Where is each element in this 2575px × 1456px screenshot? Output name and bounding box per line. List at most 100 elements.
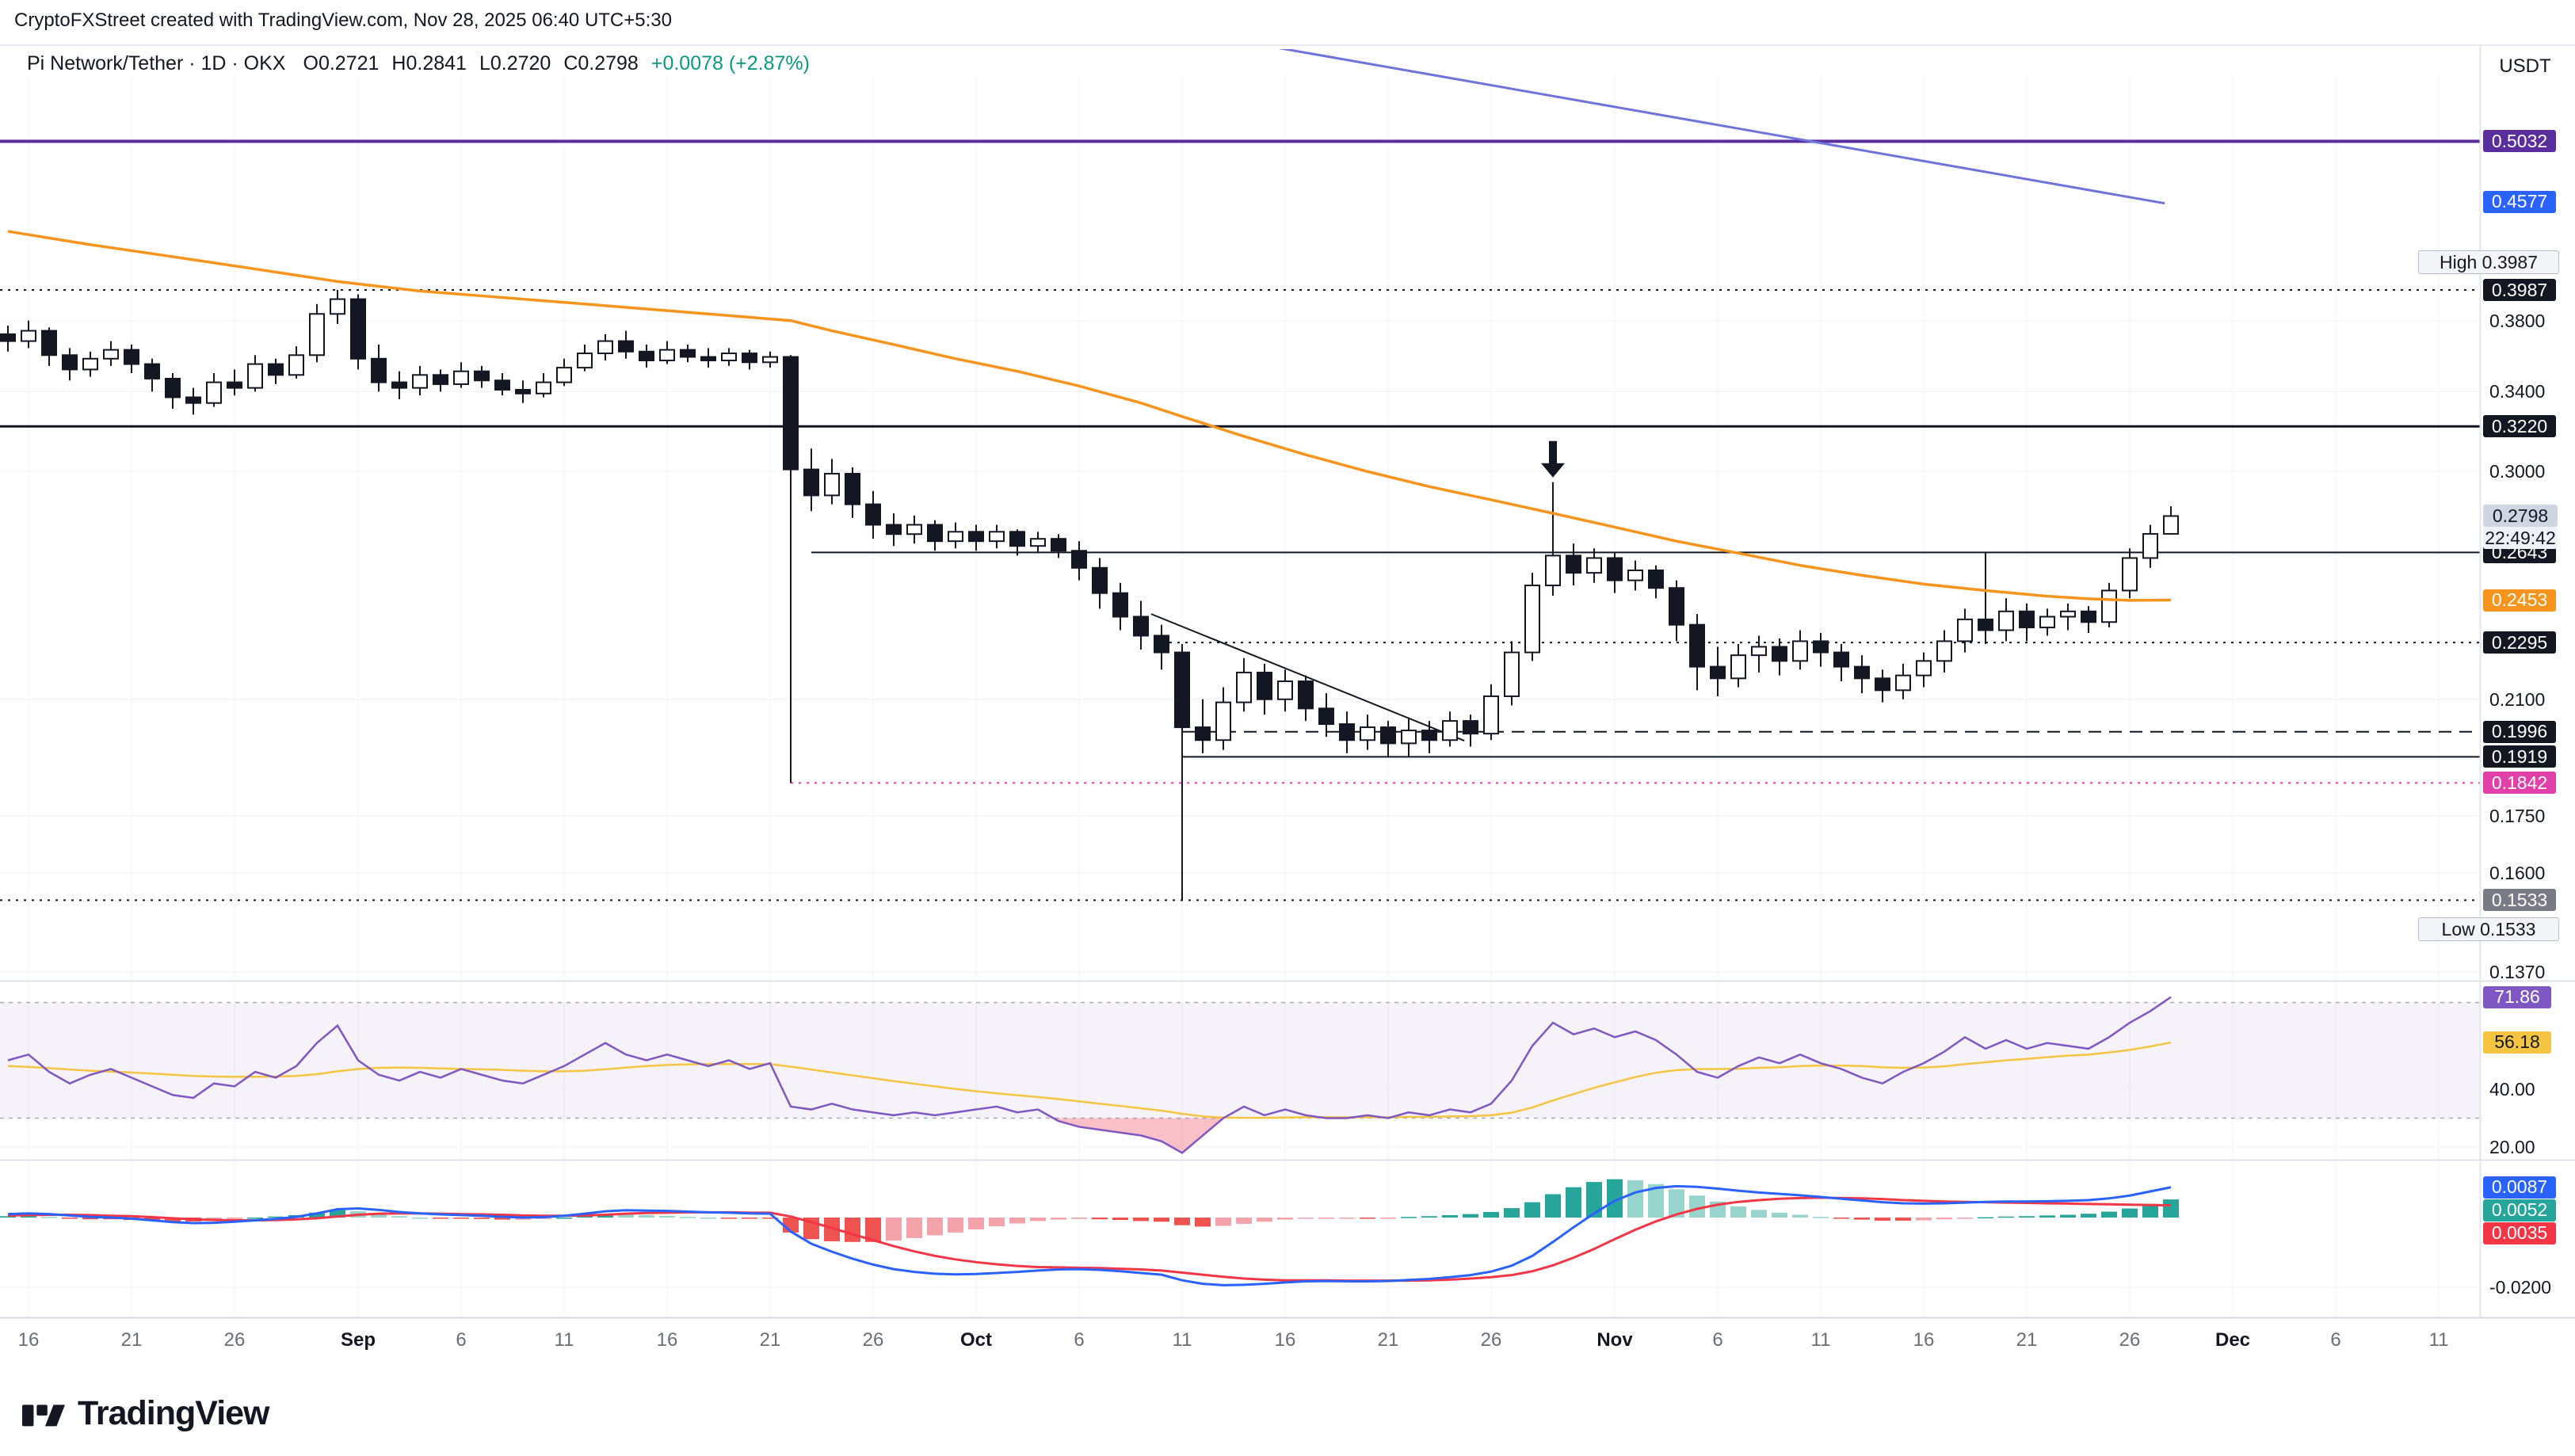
chart-canvas[interactable] bbox=[0, 0, 2575, 1323]
tradingview-logo[interactable]: TradingView bbox=[22, 1394, 269, 1433]
time-axis-label: Sep bbox=[340, 1329, 376, 1351]
trendline[interactable] bbox=[1244, 42, 2165, 205]
candle bbox=[2060, 610, 2076, 618]
candle bbox=[165, 377, 181, 398]
candle bbox=[309, 313, 325, 356]
time-axis-label: 26 bbox=[223, 1329, 246, 1351]
candle bbox=[0, 333, 16, 342]
macd-histogram-bar bbox=[1689, 1195, 1705, 1218]
macd-histogram-bar bbox=[1998, 1216, 2014, 1218]
quote-currency-label: USDT bbox=[2499, 55, 2551, 77]
macd-histogram-bar bbox=[453, 1218, 469, 1219]
macd-histogram-bar bbox=[1030, 1218, 1046, 1222]
time-axis-label: 6 bbox=[1712, 1329, 1723, 1351]
candle bbox=[474, 370, 490, 382]
time-axis-label: 26 bbox=[2119, 1329, 2141, 1351]
candle bbox=[1875, 677, 1890, 692]
candle bbox=[1112, 592, 1128, 618]
macd-histogram-bar bbox=[1071, 1218, 1087, 1219]
candle bbox=[1421, 730, 1437, 741]
candle bbox=[721, 353, 737, 362]
candle bbox=[1318, 707, 1334, 726]
candle bbox=[1215, 701, 1231, 741]
macd-histogram-bar bbox=[2081, 1214, 2096, 1218]
time-axis-label: 16 bbox=[656, 1329, 678, 1351]
macd-histogram-bar bbox=[886, 1218, 902, 1241]
candle bbox=[185, 396, 201, 404]
candle bbox=[536, 381, 551, 394]
time-axis-label: 21 bbox=[120, 1329, 143, 1351]
candle bbox=[1978, 618, 1993, 631]
macd-histogram-bar bbox=[948, 1218, 963, 1233]
macd-histogram-bar bbox=[1092, 1218, 1108, 1220]
macd-histogram-bar bbox=[989, 1218, 1005, 1226]
candle bbox=[1648, 569, 1664, 589]
candle bbox=[1689, 623, 1705, 668]
candle bbox=[762, 356, 778, 364]
macd-histogram-bar bbox=[1154, 1218, 1169, 1222]
macd-histogram-bar bbox=[618, 1214, 634, 1218]
macd-histogram-bar bbox=[2163, 1199, 2179, 1218]
symbol-title[interactable]: Pi Network/Tether · 1D · OKX bbox=[27, 52, 286, 74]
macd-histogram-bar bbox=[1298, 1218, 1314, 1219]
macd-histogram-bar bbox=[1545, 1194, 1561, 1218]
candle bbox=[1360, 726, 1375, 741]
candle bbox=[803, 468, 819, 497]
macd-histogram-bar bbox=[21, 1215, 36, 1218]
candle bbox=[556, 367, 572, 383]
candle bbox=[1730, 654, 1746, 680]
macd-histogram-bar bbox=[144, 1218, 160, 1221]
candle bbox=[1813, 640, 1829, 654]
rsi-pane bbox=[0, 996, 2480, 1154]
macd-histogram-bar bbox=[165, 1218, 181, 1222]
candle bbox=[845, 472, 860, 505]
time-axis-label: 26 bbox=[862, 1329, 884, 1351]
candle bbox=[2019, 610, 2035, 629]
time-axis-label: 16 bbox=[1913, 1329, 1935, 1351]
time-axis-label: 16 bbox=[17, 1329, 40, 1351]
macd-signal-line bbox=[7, 1196, 2172, 1283]
macd-histogram-bar bbox=[639, 1214, 654, 1218]
macd-histogram-bar bbox=[1751, 1210, 1767, 1218]
candle bbox=[824, 472, 840, 497]
macd-histogram-bar bbox=[1463, 1214, 1478, 1218]
macd-histogram-bar bbox=[1730, 1206, 1746, 1218]
candle bbox=[1236, 671, 1252, 703]
macd-histogram-bar bbox=[1442, 1214, 1458, 1218]
down-arrow-annotation bbox=[1541, 440, 1565, 478]
macd-histogram-bar bbox=[1648, 1183, 1664, 1218]
candle bbox=[1051, 538, 1066, 552]
macd-histogram-bar bbox=[1401, 1217, 1417, 1218]
macd-histogram-bar bbox=[824, 1218, 840, 1241]
macd-histogram-bar bbox=[556, 1218, 572, 1219]
macd-histogram-bar bbox=[1792, 1214, 1808, 1218]
macd-histogram-bar bbox=[2122, 1208, 2138, 1218]
ohlc-open-label: O bbox=[303, 52, 319, 74]
candle bbox=[1833, 651, 1849, 668]
macd-histogram-bar bbox=[1215, 1218, 1231, 1226]
time-axis-label: 11 bbox=[554, 1329, 574, 1351]
time-axis-label: 6 bbox=[1074, 1329, 1085, 1351]
macd-histogram-bar bbox=[247, 1218, 263, 1219]
trendline[interactable] bbox=[1150, 613, 1465, 742]
symbol-bar[interactable]: Pi Network/Tether · 1D · OKX O0.2721 H0.28… bbox=[27, 52, 810, 75]
macd-histogram-bar bbox=[1236, 1218, 1252, 1224]
time-axis-label: Nov bbox=[1596, 1329, 1633, 1351]
macd-line bbox=[7, 1184, 2172, 1286]
candle bbox=[227, 381, 242, 389]
candle bbox=[659, 349, 675, 362]
macd-histogram-bar bbox=[1772, 1212, 1787, 1218]
candle bbox=[906, 524, 922, 536]
macd-histogram-bar bbox=[1483, 1211, 1499, 1218]
candle bbox=[618, 340, 634, 353]
candle bbox=[433, 374, 448, 385]
macd-histogram-bar bbox=[1133, 1218, 1149, 1222]
macd-histogram-bar bbox=[1195, 1218, 1211, 1227]
time-axis-label: 16 bbox=[1274, 1329, 1296, 1351]
attribution-text: CryptoFXStreet created with TradingView.… bbox=[14, 10, 672, 31]
macd-histogram-bar bbox=[927, 1218, 943, 1236]
candle bbox=[948, 531, 963, 543]
candle bbox=[21, 330, 36, 342]
time-axis-label: 6 bbox=[2330, 1329, 2341, 1351]
